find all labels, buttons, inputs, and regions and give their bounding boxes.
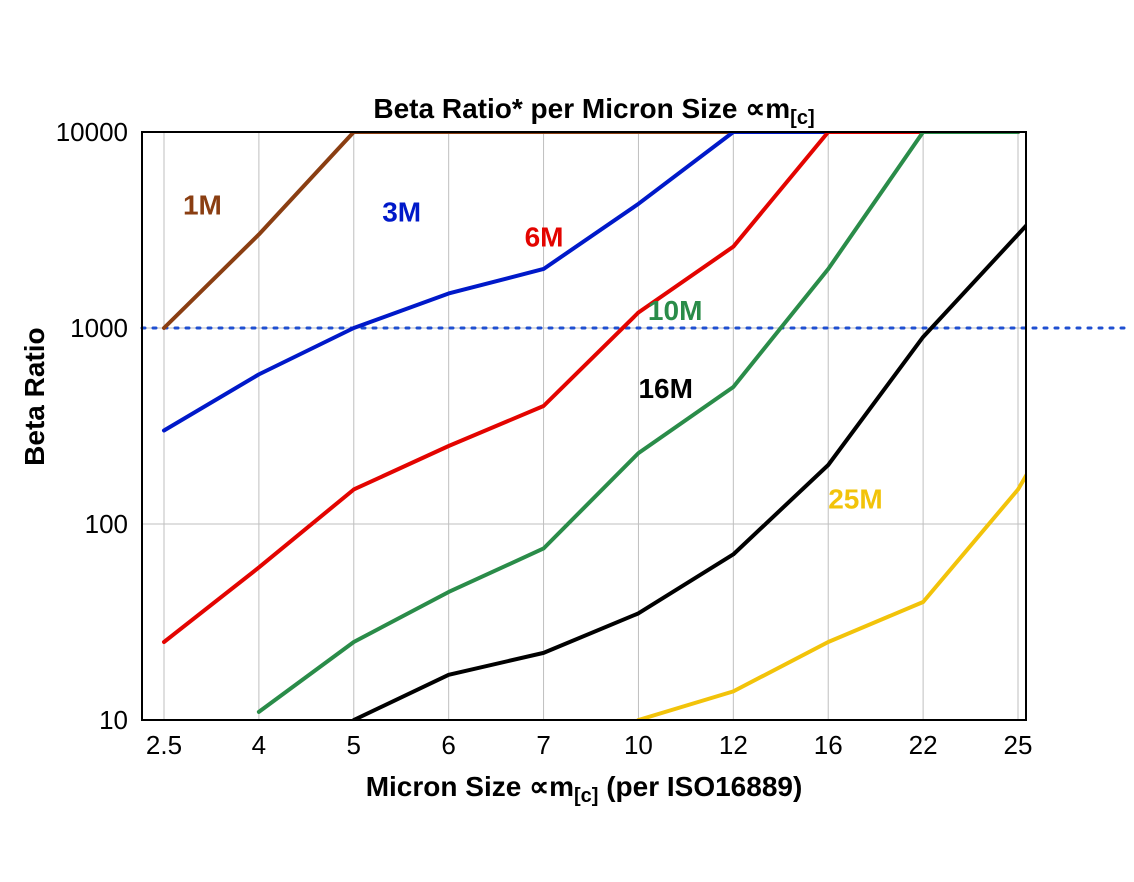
x-tick-label: 12 <box>719 730 748 760</box>
x-tick-label: 4 <box>252 730 266 760</box>
y-tick-label: 10000 <box>56 117 128 147</box>
y-tick-label: 10 <box>99 705 128 735</box>
series-label-10m: 10M <box>648 295 702 326</box>
x-tick-label: 2.5 <box>146 730 182 760</box>
series-label-1m: 1M <box>183 189 222 220</box>
chart-container: 2.5 4 5 6 7 10 12 16 22 25 10 100 1000 10000 Beta Rati… <box>0 0 1134 882</box>
x-tick-label: 22 <box>909 730 938 760</box>
series-label-16m: 16M <box>638 373 692 404</box>
x-tick-label: 10 <box>624 730 653 760</box>
series-label-3m: 3M <box>382 196 421 227</box>
y-axis-title: Beta Ratio <box>19 327 50 465</box>
chart-title: Beta Ratio* per Micron Size ∝m[c] <box>373 93 814 129</box>
x-tick-label: 6 <box>441 730 455 760</box>
x-tick-label: 16 <box>814 730 843 760</box>
beta-ratio-chart: 2.5 4 5 6 7 10 12 16 22 25 10 100 1000 10000 Beta Rati… <box>0 0 1134 882</box>
x-tick-label: 25 <box>1004 730 1033 760</box>
series-label-6m: 6M <box>525 222 564 253</box>
y-tick-label: 100 <box>85 509 128 539</box>
x-tick-label: 7 <box>536 730 550 760</box>
series-label-25m: 25M <box>828 483 882 514</box>
x-tick-label: 5 <box>347 730 361 760</box>
y-tick-label: 1000 <box>70 313 128 343</box>
